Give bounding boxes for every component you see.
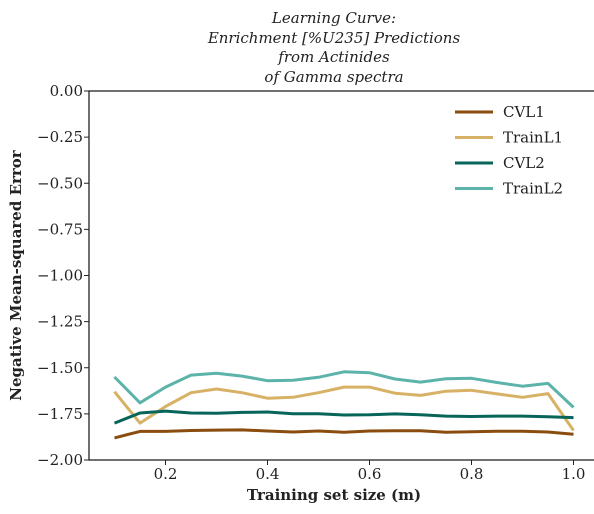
x-tick-label: 0.6	[358, 465, 382, 483]
y-tick-label: −0.25	[37, 128, 83, 146]
series-line-cvl1	[114, 428, 574, 440]
title-line-2: Enrichment [%U235] Predictions	[207, 29, 461, 47]
chart-title: Learning Curve: Enrichment [%U235] Predi…	[207, 9, 461, 86]
y-tick-label: −0.75	[37, 220, 83, 238]
legend-label-trainl2: TrainL2	[503, 180, 563, 198]
x-tick-label: 0.8	[460, 465, 484, 483]
x-axis-label: Training set size (m)	[247, 486, 421, 504]
y-tick-label: −1.50	[37, 359, 83, 377]
y-tick-label: 0.00	[50, 82, 83, 100]
series-line-trainl2	[113, 370, 575, 409]
series-line-cvl2	[113, 409, 574, 425]
y-tick-label: −1.25	[37, 313, 83, 331]
title-line-3: from Actinides	[277, 48, 390, 66]
y-tick-label: −2.00	[37, 451, 83, 469]
y-tick-label: −1.00	[37, 267, 83, 285]
legend-label-cvl1: CVL1	[503, 103, 545, 121]
x-tick-label: 0.2	[154, 465, 178, 483]
x-tick-label: 1.0	[562, 465, 586, 483]
plot-area	[113, 370, 575, 440]
y-axis-ticks: 0.00 −0.25 −0.50 −0.75 −1.00 −1.25 −1.50 −1.75 −…	[37, 82, 89, 469]
y-tick-label: −0.50	[37, 174, 83, 192]
title-line-4: of Gamma spectra	[264, 68, 403, 86]
title-line-1: Learning Curve:	[271, 9, 396, 27]
y-axis-label: Negative Mean-squared Error	[7, 149, 25, 401]
series-line-trainl1	[113, 385, 575, 432]
x-tick-label: 0.4	[256, 465, 280, 483]
y-tick-label: −1.75	[37, 405, 83, 423]
x-axis-ticks: 0.2 0.4 0.6 0.8 1.0	[154, 460, 586, 483]
legend-label-trainl1: TrainL1	[503, 129, 563, 147]
legend: CVL1 TrainL1 CVL2 TrainL2	[455, 103, 563, 198]
legend-label-cvl2: CVL2	[503, 154, 545, 172]
